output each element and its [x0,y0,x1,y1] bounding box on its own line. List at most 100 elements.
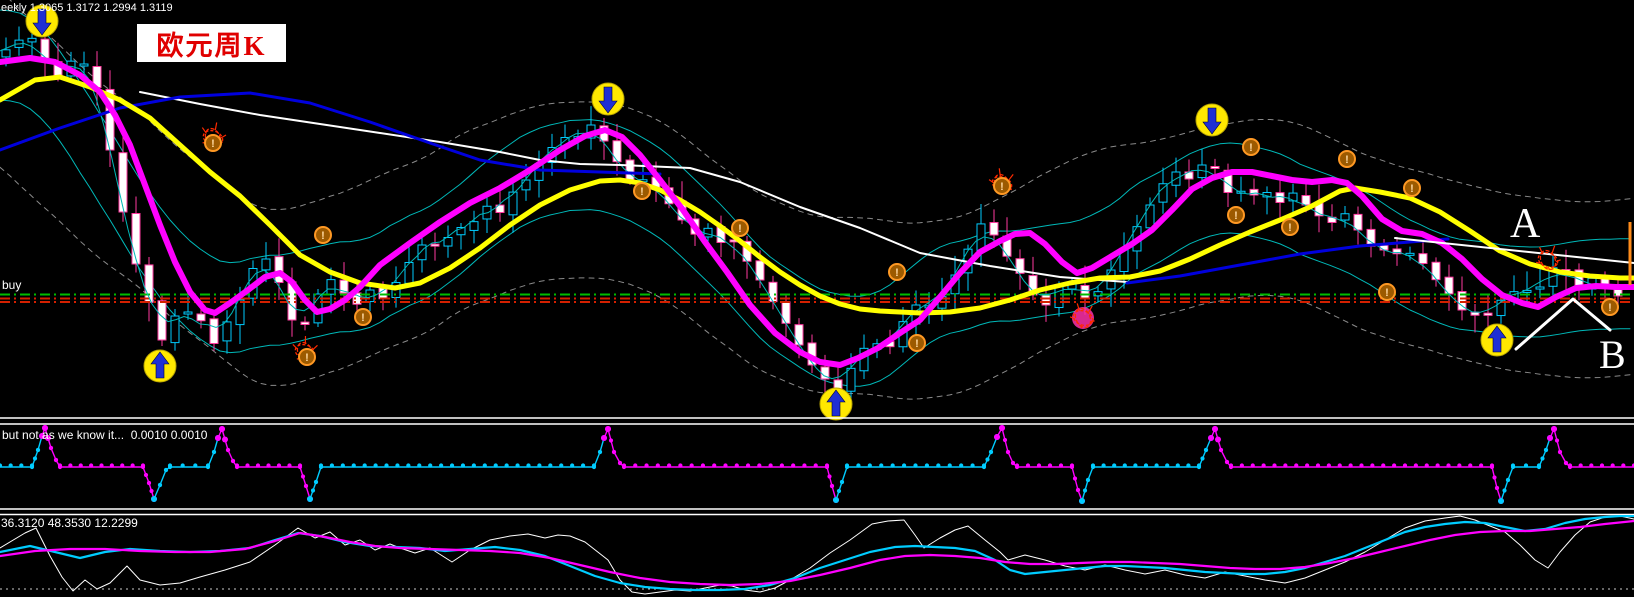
candle-body [1379,244,1389,251]
alert-circle [1281,218,1299,236]
indicator-dot [617,460,623,466]
indicator-dot [700,463,706,468]
scribble-stroke [1548,267,1550,271]
indicator-dot [1218,447,1224,453]
indicator-dot [1392,463,1397,468]
alert-exclamation-marker: ! [1378,283,1396,301]
indicator-dot [1359,463,1364,468]
candle-body [1249,188,1259,196]
indicator-dot [633,463,638,468]
candle-body [170,315,180,344]
candle-body [508,191,518,216]
indicator-dot [667,463,672,468]
trendline-label-b: B [1599,332,1626,377]
indicator-dot [340,463,345,468]
alert-exclamation-marker: ! [204,134,222,152]
bear-candle [157,295,167,346]
indicator-dot [1557,449,1563,455]
indicator-dot [839,479,845,485]
indicator-dot [276,463,282,468]
indicator-dot [39,433,45,439]
indicator-dot [1543,447,1549,453]
alert-exclamation-marker: ! [731,219,749,237]
bear-candle [1418,240,1428,270]
indicator-dot [310,488,316,493]
alert-circle [731,219,749,237]
indicator-dot [947,463,952,468]
candle-body [1015,258,1025,274]
candle-body [846,367,856,392]
indicator-dot [146,480,152,486]
scribble-stroke [1536,261,1541,264]
candle-body [1431,261,1441,281]
indicator-dot [608,438,614,443]
indicator-dot [35,447,41,453]
indicator-dot [1196,464,1202,470]
indicator-dot [313,479,319,485]
candle-body [1470,311,1480,316]
indicator-dot [1540,456,1545,461]
indicator-dot [1523,463,1529,468]
indicator-dot [1589,463,1594,468]
indicator-dot [1536,464,1542,470]
indicator-dot [745,463,751,468]
scribble-stroke [1008,174,1014,181]
alert-circle [1601,298,1619,316]
indicator-dot [1154,463,1159,468]
indicator-dot [1563,460,1569,466]
step-indicator-segment [309,437,605,500]
alert-glyph: ! [1288,222,1292,234]
scribble-stroke [1076,303,1081,312]
sell-arrow-marker [591,82,625,116]
indicator-dot [1457,463,1462,468]
indicator-dot [245,463,250,468]
alert-exclamation-marker: ! [354,308,372,326]
indicator-dot [1551,426,1557,432]
scribble-stroke [292,344,298,350]
indicator-dot [836,488,842,494]
bear-candle [495,191,505,222]
indicator-dot [644,463,649,468]
indicator-dot [1228,463,1234,468]
indicator-dot [215,435,221,441]
indicator-dot [994,434,1000,440]
indicator-dot [867,463,872,468]
alert-glyph: ! [361,312,365,324]
indicator-dot [813,463,818,468]
indicator-dot [29,464,35,470]
candle-body [1418,253,1428,264]
indicator-dot [57,463,63,468]
bull-candle [1535,267,1545,299]
candle-body [196,313,206,322]
indicator-dot [230,458,236,464]
indicator-dot [791,463,796,468]
indicator-dot [591,464,597,470]
candle-body [1210,166,1220,170]
indicator-dot [1283,463,1288,468]
indicator-dot [1203,447,1209,453]
candle-body [1496,299,1506,317]
indicator-dot [1072,476,1078,481]
indicator-dot [373,463,378,468]
bear-candle [430,232,440,261]
indicator-dot [68,463,73,468]
indicator-dot [1468,463,1473,468]
indicator-dot [471,463,476,468]
bear-candle [300,316,310,331]
indicator-dot [1492,475,1497,480]
indicator-dot [1186,463,1191,468]
indicator-dot [1272,463,1277,468]
magenta-signal-line [0,519,1634,587]
indicator-dot [1002,437,1008,443]
alert-glyph: ! [640,186,644,198]
indicator-dot [936,463,941,468]
candle-body [1,49,11,58]
indicator-dot [515,463,520,468]
indicator-dot [856,463,861,468]
alert-glyph: ! [1000,181,1004,193]
alert-glyph: ! [321,230,325,242]
candle-body [417,244,427,261]
indicator-dot [1294,463,1299,468]
candle-body [404,262,414,284]
